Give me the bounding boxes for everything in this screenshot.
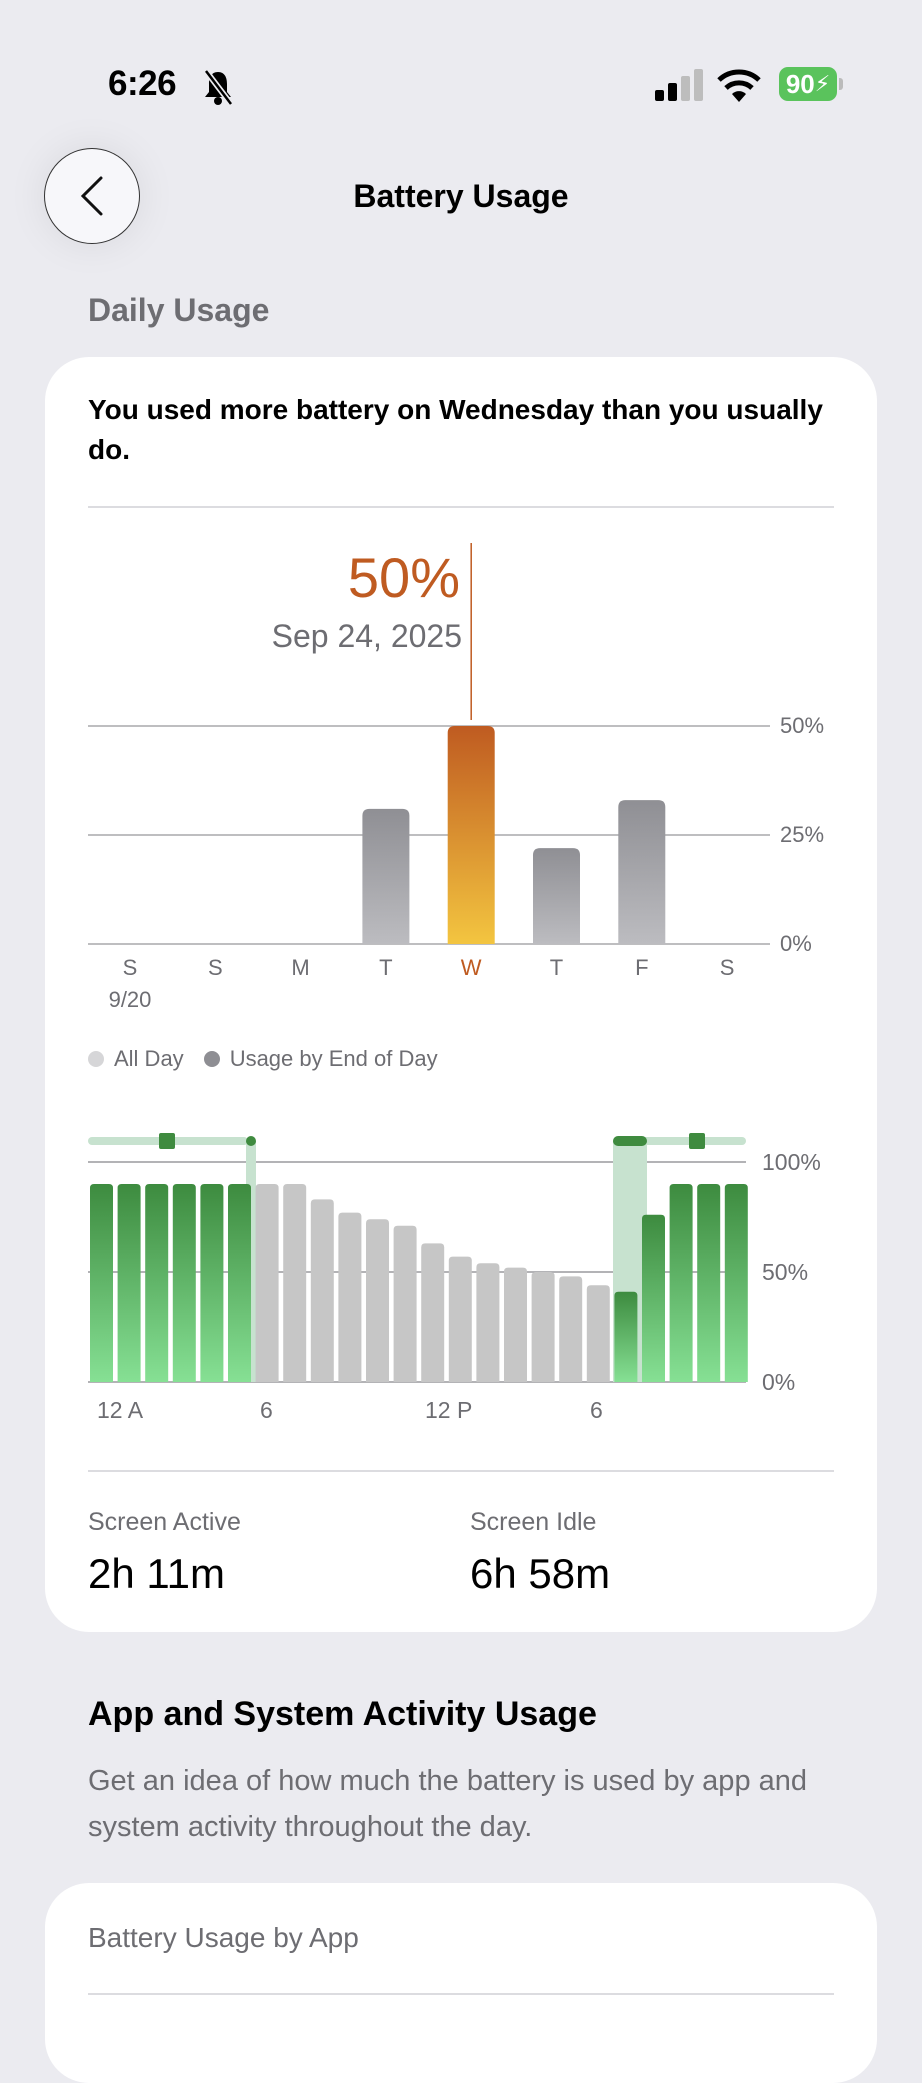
legend-end-of-day: Usage by End of Day (229, 1046, 438, 1071)
page-title: Battery Usage (353, 178, 569, 214)
battery-charging-icon: 90 ⚡ (779, 67, 837, 101)
x-tick-sublabel: 9/20 (108, 987, 152, 1012)
activity-section-title: App and System Activity Usage (88, 1695, 597, 1733)
battery-level: 90 (785, 68, 815, 99)
legend-dot-end-of-day (203, 1051, 220, 1067)
screen-active-value: 2h 11m (88, 1550, 225, 1597)
hourly-battery-level-chart[interactable] (0, 1100, 922, 1400)
hour-bar[interactable] (421, 1243, 445, 1382)
hour-bar[interactable] (255, 1184, 279, 1382)
hour-bar[interactable] (724, 1184, 748, 1382)
x-tick-label: 6 (590, 1397, 603, 1423)
back-button[interactable] (44, 148, 140, 244)
hour-bar[interactable] (586, 1285, 610, 1382)
y-tick-label: 50% (780, 713, 825, 738)
charging-start-pill (613, 1136, 647, 1146)
divider (88, 1993, 834, 1995)
hour-bar[interactable] (283, 1184, 307, 1382)
hour-bar[interactable] (697, 1184, 721, 1382)
hour-bar[interactable] (531, 1272, 555, 1382)
charging-marker (689, 1133, 705, 1149)
screen-idle-label: Screen Idle (470, 1508, 597, 1536)
hour-bar[interactable] (642, 1214, 665, 1382)
hour-bar[interactable] (145, 1184, 169, 1382)
x-tick-label: T (379, 955, 393, 980)
hour-bar[interactable] (200, 1184, 224, 1382)
x-tick-label: W (460, 955, 482, 980)
hour-bar[interactable] (310, 1199, 334, 1382)
x-tick-label: 12 A (97, 1397, 144, 1423)
selected-day-date: Sep 24, 2025 (271, 618, 462, 654)
x-tick-label: S (207, 955, 223, 980)
battery-tip (839, 78, 843, 90)
battery-usage-by-app-header: Battery Usage by App (88, 1922, 359, 1953)
day-bar[interactable] (533, 848, 580, 944)
legend-dot-all-day (88, 1051, 104, 1067)
hour-bar[interactable] (448, 1256, 472, 1382)
bell-slash-icon (203, 69, 234, 106)
x-tick-label: 12 P (425, 1397, 473, 1423)
hour-bar[interactable] (338, 1212, 362, 1382)
x-tick-label: 6 (260, 1397, 273, 1423)
screen-idle-value: 6h 58m (470, 1550, 611, 1597)
hour-bar[interactable] (393, 1225, 417, 1382)
section-label-daily-usage: Daily Usage (88, 292, 270, 328)
x-tick-label: M (291, 955, 310, 980)
y-tick-label: 100% (762, 1149, 821, 1175)
divider (88, 1470, 834, 1472)
hour-bar[interactable] (90, 1184, 113, 1382)
legend-all-day: All Day (114, 1046, 184, 1071)
legend: All Day Usage by End of Day (88, 1046, 438, 1072)
hour-bar[interactable] (172, 1184, 196, 1382)
screen-active-label: Screen Active (88, 1508, 241, 1536)
day-bar[interactable] (447, 726, 495, 944)
x-tick-label: F (635, 955, 649, 980)
y-tick-label: 0% (780, 931, 812, 956)
divider (88, 506, 834, 508)
y-tick-label: 25% (780, 822, 825, 847)
daily-usage-chart[interactable] (0, 0, 922, 1020)
usage-insight: You used more battery on Wednesday than … (88, 394, 823, 465)
x-tick-label: S (719, 955, 735, 980)
cellular-signal-icon (655, 69, 703, 101)
daily-usage-card (45, 357, 877, 1632)
hour-bar[interactable] (669, 1184, 693, 1382)
day-bar[interactable] (618, 800, 666, 944)
x-tick-label: S (122, 955, 138, 980)
selected-day-percent: 50% (347, 546, 460, 609)
hour-bar[interactable] (366, 1219, 389, 1382)
hour-bar[interactable] (559, 1276, 583, 1382)
status-time: 6:26 (108, 64, 177, 103)
hour-bar[interactable] (228, 1184, 251, 1382)
hour-bar[interactable] (504, 1267, 527, 1382)
x-tick-label: T (549, 955, 564, 980)
chevron-left-icon (80, 176, 103, 216)
battery-usage-by-app-card (45, 1883, 877, 2083)
y-tick-label: 50% (762, 1259, 809, 1285)
hour-bar[interactable] (117, 1184, 141, 1382)
hour-bar[interactable] (614, 1291, 638, 1382)
hour-bar[interactable] (476, 1263, 500, 1382)
activity-section-description: Get an idea of how much the battery is u… (88, 1765, 808, 1843)
day-bar[interactable] (362, 808, 410, 944)
wifi-icon (717, 69, 761, 102)
y-tick-label: 0% (762, 1369, 796, 1395)
charging-marker (159, 1133, 175, 1149)
charging-end-dot (246, 1136, 256, 1146)
